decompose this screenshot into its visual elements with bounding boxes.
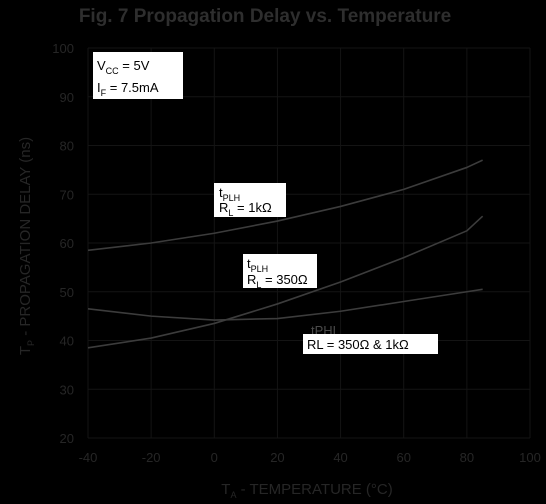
y-tick-label: 50 [60,285,74,300]
x-tick-label: 20 [270,450,284,465]
y-tick-label: 60 [60,236,74,251]
annotation-text: tPLH [247,256,268,274]
y-tick-label: 70 [60,187,74,202]
x-tick-label: 100 [519,450,541,465]
x-tick-label: -40 [79,450,98,465]
y-tick-label: 100 [52,41,74,56]
x-tick-label: -20 [142,450,161,465]
annotation-tphl: RL = 350Ω & 1kΩ [303,334,438,354]
y-tick-label: 30 [60,382,74,397]
annotation-text: VCC = 5V [97,58,150,76]
x-tick-label: 80 [460,450,474,465]
annotation-box [93,52,183,99]
y-tick-label: 40 [60,334,74,349]
annotation-text: RL = 1kΩ [219,200,272,218]
y-tick-label: 90 [60,90,74,105]
y-tick-label: 20 [60,431,74,446]
annotation-text: RL = 350Ω [247,272,308,290]
x-tick-label: 40 [333,450,347,465]
annotation-box [243,254,317,288]
x-axis-title: TA - TEMPERATURE (°C) [221,481,392,500]
y-axis-title: TP - PROPAGATION DELAY (ns) [17,137,36,355]
chart-title: Fig. 7 Propagation Delay vs. Temperature [79,6,451,27]
grid [87,47,531,439]
annotation-text: tPLH [219,185,240,203]
series-line-0 [87,159,483,252]
series-line-2 [87,288,483,321]
annotation-text: IF = 7.5mA [97,80,159,98]
annotation-text: RL = 350Ω & 1kΩ [307,337,409,352]
annotation-box [303,334,438,354]
tick-labels: -40 -20 0 20 40 60 80 100 20 30 40 50 60 70 80 90 100 [52,41,541,465]
x-tick-label: 0 [211,450,218,465]
annotation-conditions: VCC = 5V IF = 7.5mA [93,52,183,99]
series-line-1 [87,215,484,349]
series-lines [87,159,484,349]
x-tick-label: 60 [396,450,410,465]
annotation-box [214,183,286,217]
y-tick-label: 80 [60,139,74,154]
